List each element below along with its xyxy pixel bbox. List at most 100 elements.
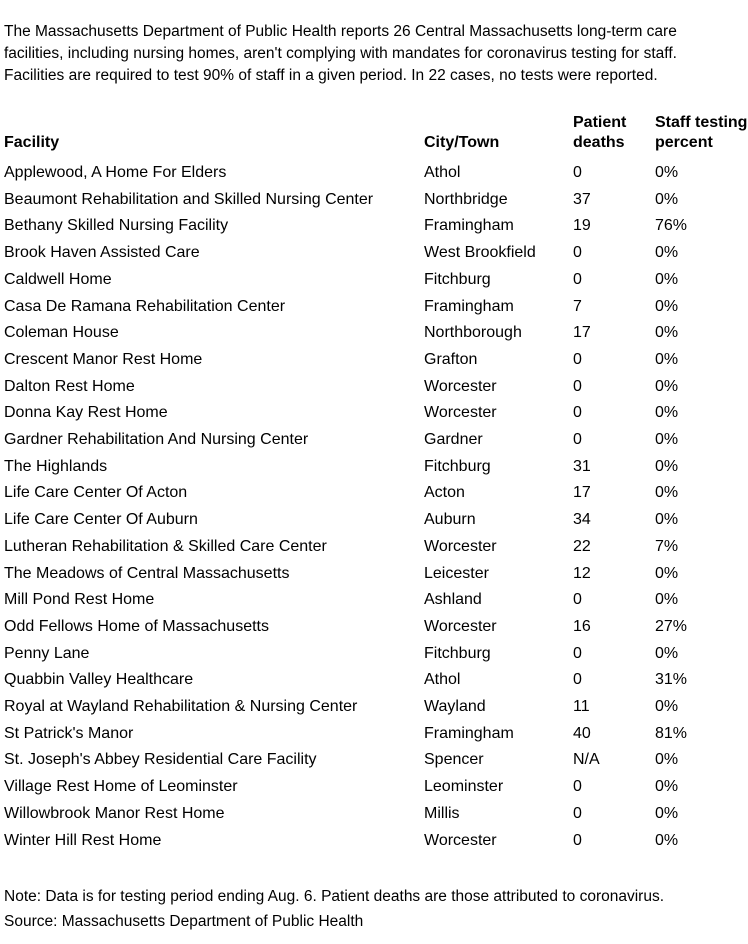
table-row: Dalton Rest Home Worcester 0 0% [4, 374, 748, 401]
cell-city-town: Worcester [424, 537, 497, 555]
cell-staff-testing-percent: 0% [655, 591, 679, 609]
cell-facility: Crescent Manor Rest Home [4, 350, 203, 368]
cell-facility: St. Joseph's Abbey Residential Care Faci… [4, 751, 317, 769]
cell-staff-testing-percent: 0% [655, 804, 679, 822]
table-row: Applewood, A Home For Elders Athol 0 0% [4, 160, 748, 187]
cell-city-town: Spencer [424, 751, 484, 769]
cell-city-town: Framingham [424, 297, 514, 315]
table-row: Crescent Manor Rest Home Grafton 0 0% [4, 347, 748, 374]
cell-city-town: Leicester [424, 564, 489, 582]
cell-facility: The Meadows of Central Massachusetts [4, 564, 290, 582]
cell-patient-deaths: 0 [573, 591, 582, 609]
intro-text: The Massachusetts Department of Public H… [4, 23, 677, 84]
cell-city-town: Worcester [424, 404, 497, 422]
cell-facility: Mill Pond Rest Home [4, 591, 155, 609]
cell-patient-deaths: 0 [573, 671, 582, 689]
column-header-facility: Facility [4, 134, 60, 151]
cell-staff-testing-percent: 0% [655, 431, 679, 449]
table-row: Village Rest Home of Leominster Leominste… [4, 774, 748, 801]
cell-city-town: Framingham [424, 724, 514, 742]
cell-city-town: Fitchburg [424, 270, 491, 288]
cell-patient-deaths: 17 [573, 324, 591, 342]
cell-facility: Caldwell Home [4, 270, 112, 288]
cell-facility: Winter Hill Rest Home [4, 831, 162, 849]
cell-city-town: Wayland [424, 698, 486, 716]
cell-facility: Casa De Ramana Rehabilitation Center [4, 297, 286, 315]
cell-facility: Brook Haven Assisted Care [4, 244, 200, 262]
cell-staff-testing-percent: 0% [655, 377, 679, 395]
cell-patient-deaths: 0 [573, 644, 582, 662]
cell-city-town: Athol [424, 164, 461, 181]
cell-city-town: Auburn [424, 511, 476, 529]
cell-city-town: West Brookfield [424, 244, 536, 262]
column-header-patient-deaths: Patient deaths [573, 114, 627, 151]
cell-patient-deaths: 0 [573, 270, 582, 288]
cell-facility: Dalton Rest Home [4, 377, 135, 395]
cell-city-town: Athol [424, 671, 461, 689]
cell-patient-deaths: 0 [573, 404, 582, 422]
cell-patient-deaths: 16 [573, 617, 591, 635]
table-row: St Patrick's Manor Framingham 40 81% [4, 721, 748, 748]
cell-facility: Donna Kay Rest Home [4, 404, 168, 422]
cell-staff-testing-percent: 0% [655, 297, 679, 315]
cell-staff-testing-percent: 0% [655, 564, 679, 582]
cell-facility: Willowbrook Manor Rest Home [4, 804, 225, 822]
cell-facility: Gardner Rehabilitation And Nursing Cente… [4, 431, 309, 449]
column-header-city-town: City/Town [424, 134, 500, 151]
cell-staff-testing-percent: 0% [655, 511, 679, 529]
cell-patient-deaths: 0 [573, 350, 582, 368]
cell-patient-deaths: 12 [573, 564, 591, 582]
cell-staff-testing-percent: 0% [655, 644, 679, 662]
cell-patient-deaths: 31 [573, 457, 591, 475]
cell-staff-testing-percent: 0% [655, 164, 679, 181]
table-row: Gardner Rehabilitation And Nursing Cente… [4, 427, 748, 454]
table-row: Casa De Ramana Rehabilitation Center Fram… [4, 294, 748, 321]
cell-patient-deaths: 19 [573, 217, 591, 235]
cell-facility: Lutheran Rehabilitation & Skilled Care C… [4, 537, 327, 555]
cell-city-town: Northbridge [424, 190, 508, 208]
cell-patient-deaths: 0 [573, 804, 582, 822]
cell-facility: Penny Lane [4, 644, 90, 662]
cell-city-town: Grafton [424, 350, 478, 368]
column-header-staff-testing-percent: Staff testing percent [655, 114, 748, 151]
cell-facility: Odd Fellows Home of Massachusetts [4, 617, 269, 635]
table-note: Note: Data is for testing period ending … [4, 888, 665, 906]
cell-city-town: Fitchburg [424, 457, 491, 475]
cell-city-town: Framingham [424, 217, 514, 235]
cell-patient-deaths: 34 [573, 511, 591, 529]
cell-patient-deaths: 40 [573, 724, 591, 742]
cell-city-town: Acton [424, 484, 465, 502]
cell-staff-testing-percent: 0% [655, 350, 679, 368]
cell-staff-testing-percent: 0% [655, 698, 679, 716]
facility-table: Facility City/Town Patient deaths Staff … [4, 113, 748, 854]
cell-staff-testing-percent: 0% [655, 457, 679, 475]
cell-city-town: Worcester [424, 377, 497, 395]
cell-city-town: Leominster [424, 778, 504, 796]
cell-staff-testing-percent: 81% [655, 724, 688, 742]
cell-patient-deaths: 0 [573, 377, 582, 395]
cell-staff-testing-percent: 0% [655, 831, 679, 849]
cell-facility: Bethany Skilled Nursing Facility [4, 217, 229, 235]
cell-facility: Coleman House [4, 324, 119, 342]
facility-table-body: Applewood, A Home For Elders Athol 0 0% Beau… [4, 160, 748, 854]
table-row: St. Joseph's Abbey Residential Care Faci… [4, 747, 748, 774]
cell-staff-testing-percent: 0% [655, 778, 679, 796]
footnotes: Note: Data is for testing period ending … [4, 885, 748, 934]
table-row: Brook Haven Assisted Care West Brookfield… [4, 240, 748, 267]
cell-staff-testing-percent: 31% [655, 671, 688, 689]
table-row: Quabbin Valley Healthcare Athol 0 31% [4, 667, 748, 694]
cell-staff-testing-percent: 7% [655, 537, 679, 555]
cell-staff-testing-percent: 0% [655, 751, 679, 769]
header-row: Facility City/Town Patient deaths Staff … [4, 113, 748, 160]
table-row: Life Care Center Of Acton Acton 17 0% [4, 480, 748, 507]
table-row: The Highlands Fitchburg 31 0% [4, 454, 748, 481]
cell-facility: Applewood, A Home For Elders [4, 164, 227, 181]
table-row: Caldwell Home Fitchburg 0 0% [4, 267, 748, 294]
cell-city-town: Fitchburg [424, 644, 491, 662]
cell-city-town: Ashland [424, 591, 482, 609]
table-row: Bethany Skilled Nursing Facility Framingh… [4, 213, 748, 240]
cell-patient-deaths: 0 [573, 244, 582, 262]
cell-facility: Quabbin Valley Healthcare [4, 671, 194, 689]
cell-city-town: Millis [424, 804, 460, 822]
cell-staff-testing-percent: 0% [655, 270, 679, 288]
